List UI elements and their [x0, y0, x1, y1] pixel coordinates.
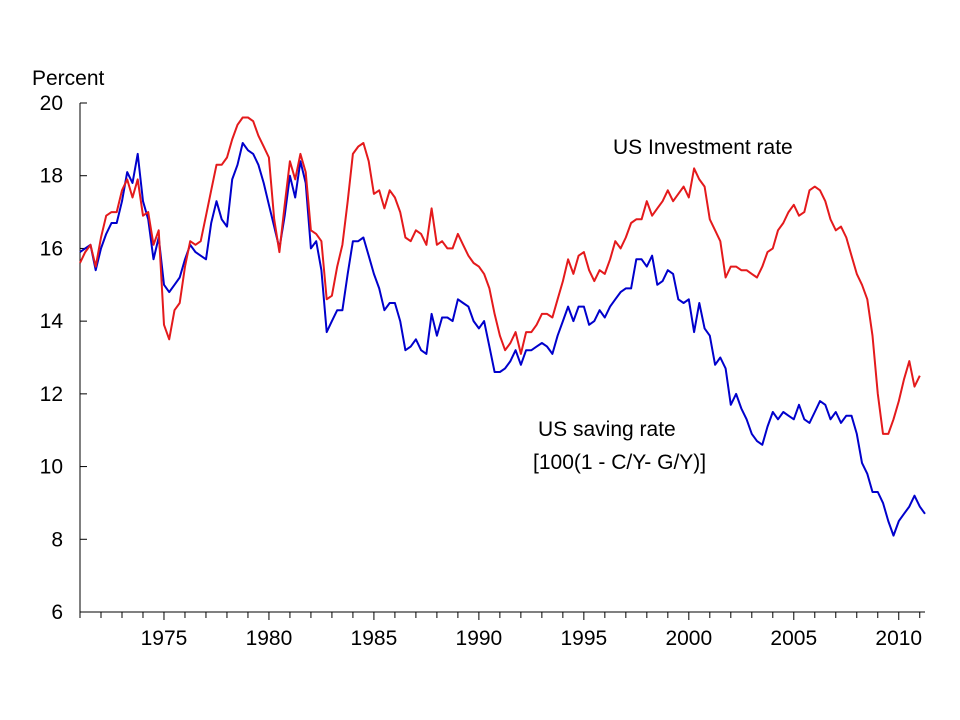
- investment-rate-line: [79, 116, 921, 435]
- y-tick-label: 10: [40, 456, 63, 479]
- x-tick-label: 2005: [770, 627, 817, 650]
- x-tick-label: 1995: [560, 627, 607, 650]
- saving-rate-formula-annotation: [100(1 - C/Y- G/Y)]: [533, 451, 706, 474]
- saving-rate-line: [79, 142, 926, 537]
- y-tick-label: 12: [40, 383, 63, 406]
- y-tick-label: 8: [51, 528, 63, 551]
- investment-rate-annotation: US Investment rate: [613, 136, 793, 159]
- axes: 6 8 10 12 14 16 18 20 1975 1980 1985 1990 1995 2000 20…: [40, 92, 925, 650]
- y-tick-label: 20: [40, 92, 63, 115]
- x-tick-label: 2010: [875, 627, 922, 650]
- x-tick-label: 1980: [246, 627, 293, 650]
- y-tick-label: 14: [40, 310, 64, 333]
- x-tick-label: 1985: [351, 627, 398, 650]
- y-tick-label: 16: [40, 237, 63, 260]
- y-tick-label: 6: [51, 601, 63, 624]
- x-tick-label: 2000: [665, 627, 712, 650]
- y-tick-label: 18: [40, 165, 63, 188]
- x-tick-label: 1975: [141, 627, 188, 650]
- series-lines: [79, 116, 926, 537]
- x-tick-label: 1990: [456, 627, 503, 650]
- y-axis-label: Percent: [32, 67, 105, 90]
- saving-rate-annotation: US saving rate: [538, 418, 676, 441]
